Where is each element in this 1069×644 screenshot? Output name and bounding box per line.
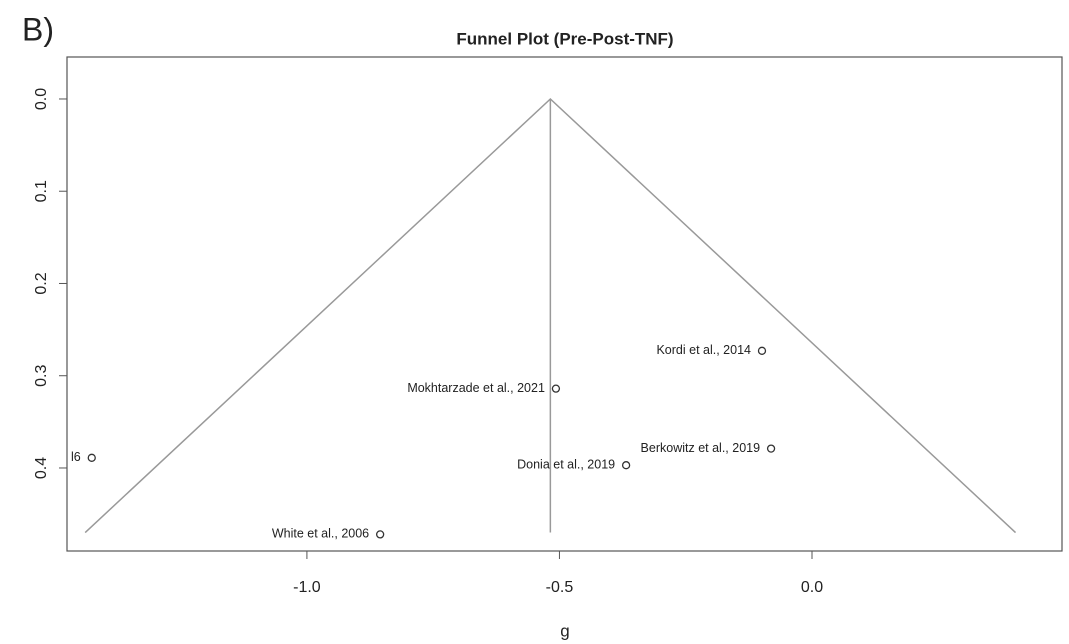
study-label: White et al., 2006 [272,527,369,541]
study-label: Mokhtarzade et al., 2021 [407,381,545,395]
study-point [621,461,631,470]
y-tick-label: 0.3 [33,365,50,387]
panel-label: B) [22,11,54,47]
study-label: Kordi et al., 2014 [656,343,751,357]
x-tick-label: -1.0 [293,579,321,596]
study-label: Berkowitz et al., 2019 [641,441,761,455]
x-axis-label: g [560,621,569,640]
study-point [757,346,767,355]
study-label: l6 [71,450,81,464]
plot-frame [66,56,1063,552]
study-point [766,444,776,453]
study-point [375,530,385,539]
study-label: Donia et al., 2019 [517,458,615,472]
chart-title: Funnel Plot (Pre-Post-TNF) [456,29,673,48]
y-tick-label: 0.1 [33,180,50,202]
x-tick-label: -0.5 [546,579,574,596]
study-point [87,453,96,462]
study-point [551,384,561,393]
y-tick-label: 0.0 [33,88,50,110]
y-tick-label: 0.4 [33,457,50,479]
y-tick-label: 0.2 [33,272,50,294]
x-tick-label: 0.0 [801,579,823,596]
